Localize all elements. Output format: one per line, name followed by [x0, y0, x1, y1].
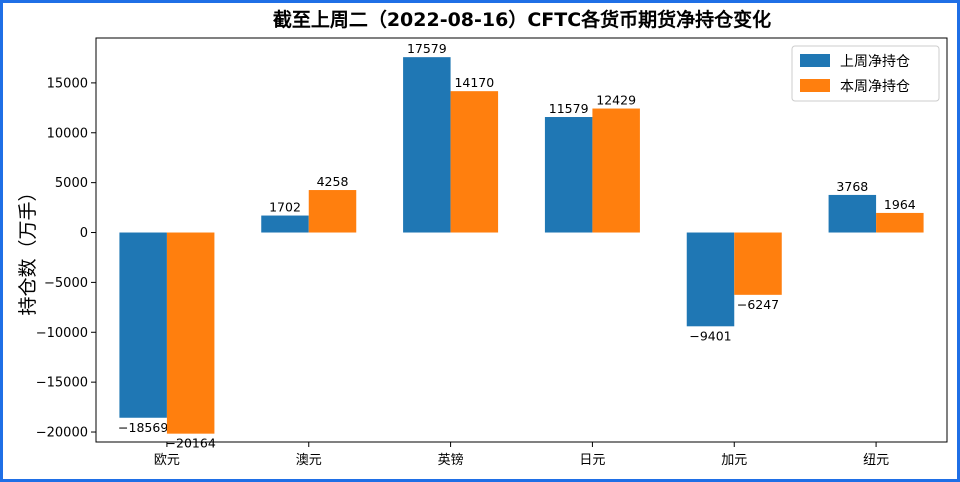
data-label: −18569 [118, 420, 168, 435]
bar-this-week-5 [876, 212, 924, 233]
data-label: 12429 [596, 93, 636, 108]
x-tick-label: 澳元 [296, 452, 322, 468]
data-label: 14170 [454, 75, 494, 90]
data-label: 17579 [407, 41, 447, 56]
data-label: 3768 [836, 179, 868, 194]
data-label: 11579 [549, 101, 589, 116]
bar-last-week-4 [686, 232, 735, 327]
data-label: −6247 [737, 297, 779, 312]
y-tick-label: −10000 [36, 326, 88, 341]
y-tick-label: −20000 [36, 426, 88, 441]
bar-last-week-3 [544, 117, 593, 233]
y-tick-label: 10000 [47, 126, 88, 141]
legend-swatch [800, 54, 830, 67]
bar-this-week-0 [166, 232, 215, 434]
bar-this-week-1 [308, 190, 357, 233]
bar-last-week-2 [403, 57, 451, 233]
bar-this-week-2 [450, 91, 499, 233]
bar-this-week-3 [592, 108, 640, 233]
x-tick-label: 加元 [721, 453, 747, 468]
bar-last-week-0 [119, 232, 167, 418]
chart-title: 截至上周二（2022-08-16）CFTC各货币期货净持仓变化 [273, 8, 771, 31]
x-tick-label: 欧元 [154, 453, 180, 468]
legend-label: 上周净持仓 [840, 54, 910, 70]
bar-last-week-1 [261, 215, 309, 233]
y-tick-label: 0 [80, 226, 88, 241]
data-label: −20164 [166, 436, 216, 451]
data-label: 4258 [317, 174, 349, 189]
x-tick-label: 英镑 [438, 452, 464, 468]
data-label: 1964 [884, 197, 916, 212]
y-tick-label: −15000 [36, 376, 88, 391]
x-tick-label: 日元 [579, 453, 605, 468]
legend-swatch [800, 79, 830, 92]
x-tick-label: 纽元 [863, 453, 889, 468]
y-tick-label: 15000 [47, 76, 88, 91]
plot-area: −18569 1702 17579 11579 −9401 3768 −20164 4258 1… [36, 37, 948, 468]
data-label: 1702 [269, 200, 301, 215]
y-tick-label: −5000 [44, 276, 88, 291]
data-label: −9401 [689, 328, 731, 343]
legend-label: 本周净持仓 [840, 79, 910, 95]
bar-last-week-5 [828, 194, 877, 233]
plot-frame [95, 37, 948, 443]
y-axis-label: 持仓数（万手） [17, 182, 39, 315]
y-tick-label: 5000 [55, 176, 88, 191]
bar-this-week-4 [734, 232, 782, 295]
